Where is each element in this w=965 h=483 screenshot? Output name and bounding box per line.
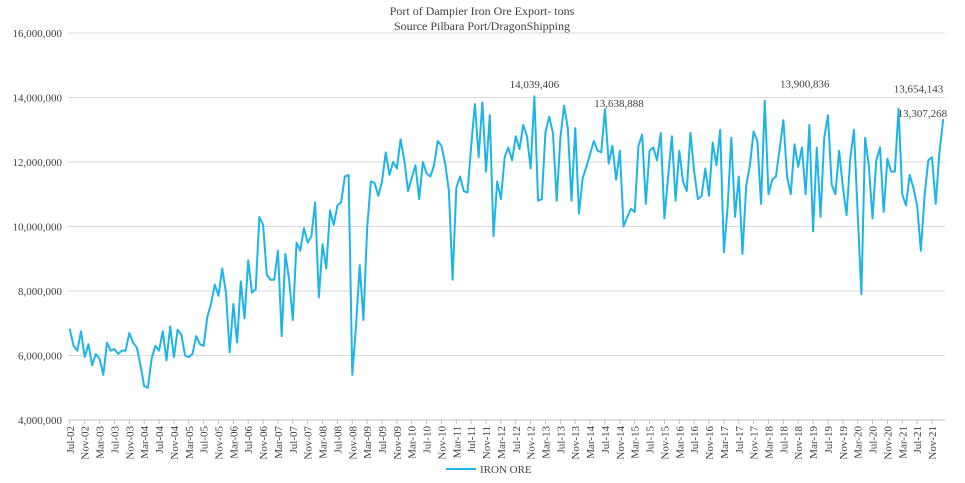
x-tick-label: Nov-03 — [124, 426, 136, 460]
x-tick-label: Jul-09 — [377, 426, 389, 454]
x-tick-label: Mar-19 — [808, 426, 820, 459]
x-tick-label: Mar-05 — [184, 426, 196, 459]
x-tick-label: Nov-08 — [347, 426, 359, 460]
x-tick-label: Jul-21 — [912, 426, 924, 454]
y-tick-label: 12,000,000 — [13, 157, 63, 169]
data-label: 13,654,143 — [894, 84, 944, 96]
x-tick-label: Nov-21 — [927, 426, 939, 460]
data-label: 13,638,888 — [594, 98, 644, 110]
x-tick-label: Jul-08 — [332, 426, 344, 454]
y-tick-label: 6,000,000 — [18, 351, 63, 363]
x-tick-label: Jul-19 — [823, 426, 835, 454]
x-tick-label: Mar-13 — [541, 426, 553, 459]
x-tick-label: Mar-18 — [763, 426, 775, 459]
x-tick-label: Jul-10 — [422, 426, 434, 454]
x-tick-label: Mar-12 — [496, 426, 508, 459]
x-tick-label: Jul-02 — [65, 426, 77, 454]
x-tick-label: Nov-17 — [749, 426, 761, 460]
x-tick-label: Jul-04 — [154, 426, 166, 454]
chart-title: Port of Dampier Iron Ore Export- tons — [390, 4, 575, 18]
x-tick-label: Jul-12 — [511, 426, 523, 454]
x-tick-label: Mar-07 — [273, 426, 285, 459]
x-tick-label: Jul-13 — [555, 426, 567, 454]
x-tick-label: Nov-07 — [303, 426, 315, 460]
x-tick-label: Nov-02 — [80, 426, 92, 460]
data-label: 14,039,406 — [510, 79, 560, 91]
x-tick-label: Nov-11 — [481, 426, 493, 459]
x-tick-label: Mar-14 — [585, 426, 597, 459]
x-tick-label: Mar-17 — [719, 426, 731, 459]
x-tick-label: Jul-11 — [466, 426, 478, 453]
x-tick-label: Mar-20 — [853, 426, 865, 459]
y-tick-label: 14,000,000 — [13, 93, 63, 105]
x-tick-label: Mar-08 — [318, 426, 330, 459]
x-tick-label: Nov-15 — [659, 426, 671, 460]
data-label: 13,900,836 — [780, 79, 830, 91]
annotations: 14,039,406 13,638,888 13,900,836 13,654,143… — [510, 79, 948, 120]
y-tick-label: 4,000,000 — [18, 415, 63, 427]
y-tick-label: 16,000,000 — [13, 28, 63, 40]
x-tick-label: Nov-04 — [169, 426, 181, 460]
x-tick-label: Jul-14 — [600, 426, 612, 454]
series-layer — [68, 95, 945, 389]
x-tick-label: Jul-17 — [734, 426, 746, 454]
y-tick-label: 8,000,000 — [18, 286, 63, 298]
x-tick-label: Nov-14 — [615, 426, 627, 460]
data-label: 13,307,268 — [898, 108, 948, 120]
x-tick-label: Nov-19 — [838, 426, 850, 460]
x-tick-label: Mar-10 — [407, 426, 419, 459]
x-tick-label: Mar-16 — [674, 426, 686, 459]
legend-label: IRON ORE — [480, 464, 532, 476]
y-axis: 4,000,000 6,000,000 8,000,000 10,000,000 12,… — [13, 28, 63, 427]
x-tick-label: Nov-18 — [793, 426, 805, 460]
chart-subtitle: Source Pilbara Port/DragonShipping — [394, 19, 570, 33]
series-line-iron-ore — [68, 95, 945, 389]
x-tick-label: Jul-16 — [689, 426, 701, 454]
x-tick-label: Jul-18 — [778, 426, 790, 454]
x-tick-label: Mar-11 — [451, 426, 463, 458]
x-tick-label: Nov-12 — [526, 426, 538, 460]
x-tick-label: Mar-21 — [897, 426, 909, 459]
legend: IRON ORE — [446, 464, 532, 476]
x-tick-label: Nov-10 — [436, 426, 448, 460]
x-tick-label: Mar-04 — [139, 426, 151, 459]
x-tick-label: Nov-06 — [258, 426, 270, 460]
x-tick-label: Nov-09 — [392, 426, 404, 460]
x-tick-label: Jul-06 — [243, 426, 255, 454]
x-tick-label: Mar-09 — [362, 426, 374, 459]
x-tick-label: Mar-06 — [228, 426, 240, 459]
x-tick-label: Nov-05 — [214, 426, 226, 460]
x-tick-label: Nov-13 — [570, 426, 582, 460]
x-tick-label: Jul-20 — [868, 426, 880, 454]
x-tick-label: Jul-05 — [199, 426, 211, 454]
x-tick-label: Jul-07 — [288, 426, 300, 454]
x-tick-label: Nov-16 — [704, 426, 716, 460]
x-tick-label: Mar-15 — [630, 426, 642, 459]
x-axis: Jul-02 Nov-02 Mar-03 Jul-03 Nov-03 Mar-04 Jul-… — [65, 420, 939, 460]
x-tick-label: Mar-03 — [95, 426, 107, 459]
x-tick-label: Jul-03 — [109, 426, 121, 454]
y-tick-label: 10,000,000 — [13, 222, 63, 234]
x-tick-label: Nov-20 — [882, 426, 894, 460]
x-tick-label: Jul-15 — [645, 426, 657, 454]
